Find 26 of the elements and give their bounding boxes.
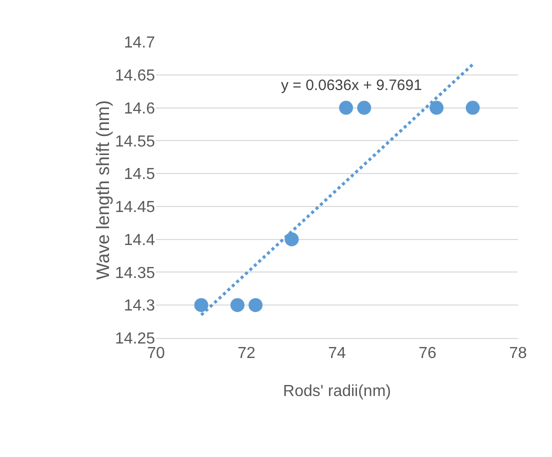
y-tick-label: 14.25 <box>114 330 156 348</box>
x-tick-label: 70 <box>147 345 165 362</box>
point <box>466 100 480 115</box>
y-tick-label: 14.65 <box>114 67 156 84</box>
point <box>248 298 263 312</box>
y-tick-label: 14.7 <box>124 34 156 52</box>
point <box>430 100 444 115</box>
y-tick-label: 14.5 <box>124 166 156 184</box>
y-tick-label: 14.4 <box>124 232 156 249</box>
x-tick-label: 72 <box>238 345 256 362</box>
y-tick-label: 14.3 <box>124 298 156 315</box>
y-tick-label: 14.6 <box>124 100 156 118</box>
point <box>194 298 208 312</box>
point <box>357 100 372 115</box>
point <box>284 232 299 246</box>
y-tick-label: 14.35 <box>114 264 156 282</box>
y-axis-title: Wave length shift (nm) <box>92 100 113 280</box>
point <box>230 298 244 312</box>
y-tick-label: 14.45 <box>114 199 156 216</box>
x-tick-label: 74 <box>328 345 346 362</box>
x-tick-label: 76 <box>418 345 436 362</box>
annotation: y = 0.0636x + 9.7691 <box>281 77 422 94</box>
y-tick-label: 14.55 <box>114 133 156 150</box>
x-axis-title: Rods' radii(nm) <box>283 383 391 400</box>
x-tick-label: 78 <box>509 345 527 362</box>
point <box>339 100 354 115</box>
